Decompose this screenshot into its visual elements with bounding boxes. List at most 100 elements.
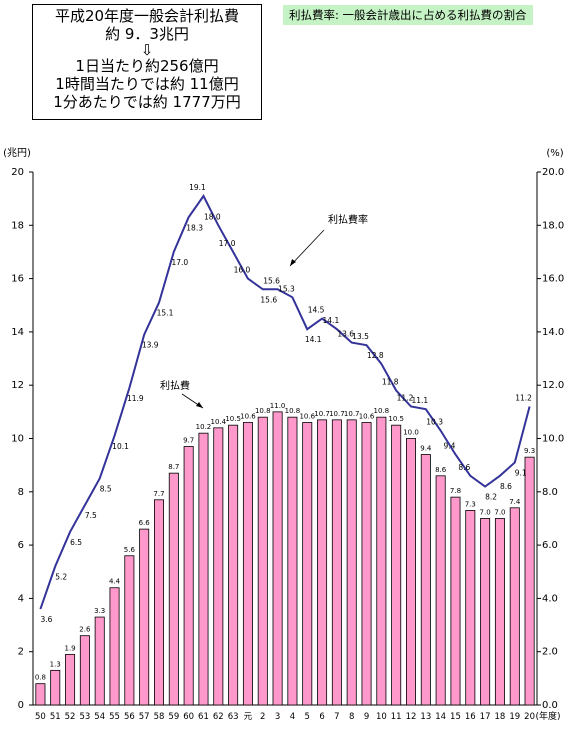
bar-value-label: 7.0 — [480, 508, 491, 516]
bar — [257, 416, 268, 706]
bar-value-label: 10.5 — [225, 415, 241, 423]
bar-value-label: 9.4 — [420, 444, 432, 452]
bar — [79, 635, 90, 706]
left-tick-label: 4 — [18, 593, 24, 604]
bar — [109, 587, 120, 706]
bar — [346, 419, 357, 706]
bar-series-label: 利払費 — [160, 379, 190, 392]
line-value-label: 14.1 — [305, 335, 322, 344]
down-arrow-icon: ⇩ — [140, 41, 154, 59]
bar-series-pointer-head — [196, 402, 203, 408]
bar — [317, 419, 328, 706]
line-value-label: 11.2 — [397, 394, 414, 403]
bar-value-label: 9.3 — [524, 447, 535, 455]
line-value-label: 11.8 — [382, 378, 399, 387]
x-tick-label: 50 — [35, 712, 46, 722]
ratio-definition-note: 利払費率: 一般会計歳出に占める利払費の割合 — [283, 5, 533, 25]
x-tick-label: 9 — [364, 712, 369, 722]
line-value-label: 8.2 — [485, 492, 497, 501]
x-tick-label: 61 — [198, 712, 209, 722]
line-value-label: 16.0 — [234, 266, 251, 275]
x-tick-label: 51 — [50, 712, 61, 722]
x-tick-label: 58 — [154, 712, 165, 722]
ratio-line — [39, 194, 531, 610]
line-value-label: 18.3 — [186, 223, 203, 232]
bar-value-label: 10.8 — [285, 407, 301, 415]
x-tick-label: 53 — [79, 712, 90, 722]
line-value-label: 13.6 — [337, 330, 354, 339]
bar — [465, 510, 476, 706]
summary-box: 平成20年度一般会計利払費 約 9．3兆円 ⇩ 1日当たり約256億円 1時間当… — [32, 4, 262, 120]
bar-value-label: 10.6 — [299, 413, 315, 421]
line-series-label: 利払費率 — [328, 213, 368, 226]
bar-value-label: 1.3 — [50, 660, 61, 668]
bar-value-label: 0.8 — [35, 674, 46, 682]
bar-value-label: 7.0 — [494, 508, 505, 516]
right-tick-label: 16.0 — [542, 274, 564, 285]
x-tick-label: 4 — [290, 712, 295, 722]
bar-value-label: 10.6 — [359, 413, 375, 421]
bar — [94, 616, 105, 706]
x-tick-label: 52 — [65, 712, 76, 722]
bar — [420, 454, 431, 706]
bar-value-label: 6.6 — [139, 519, 151, 527]
line-value-label: 8.6 — [500, 482, 512, 491]
bar-value-label: 7.8 — [450, 487, 461, 495]
bar-value-label: 11.0 — [270, 402, 286, 410]
summary-per-day: 1日当たり約256億円 — [75, 57, 219, 75]
bar — [65, 653, 76, 706]
x-tick-label: 17 — [480, 712, 491, 722]
left-tick-label: 16 — [11, 274, 24, 285]
right-tick-label: 0.0 — [542, 700, 558, 711]
left-tick-label: 20 — [11, 167, 24, 178]
line-value-label: 7.5 — [85, 511, 97, 520]
x-tick-label: 5 — [305, 712, 310, 722]
bar-value-label: 7.3 — [465, 500, 476, 508]
x-tick-label: 13 — [420, 712, 431, 722]
left-tick-label: 2 — [18, 647, 24, 658]
line-value-label: 9.4 — [444, 441, 456, 450]
x-tick-label: 7 — [334, 712, 339, 722]
line-series-pointer-head — [290, 259, 296, 266]
x-tick-label: 15 — [450, 712, 461, 722]
bar — [435, 475, 446, 706]
line-value-label: 17.0 — [171, 258, 188, 267]
bar — [213, 427, 224, 706]
x-tick-label: 20 — [524, 712, 535, 722]
bar-value-label: 10.7 — [314, 410, 330, 418]
bar-value-label: 9.7 — [183, 436, 194, 444]
bar-value-label: 10.2 — [196, 423, 212, 431]
x-axis-unit: (年度) — [535, 710, 560, 722]
bar — [35, 683, 46, 706]
line-value-label: 11.9 — [127, 394, 144, 403]
bar — [524, 456, 535, 706]
line-value-label: 15.6 — [263, 276, 280, 285]
line-value-label: 12.8 — [367, 351, 384, 360]
bar-value-label: 7.7 — [153, 490, 164, 498]
bar — [183, 446, 194, 706]
left-tick-label: 14 — [11, 327, 24, 338]
line-value-label: 15.6 — [260, 295, 277, 304]
bar — [154, 499, 164, 706]
line-value-label: 15.3 — [278, 284, 295, 293]
line-value-label: 11.2 — [515, 394, 532, 403]
x-tick-label: 54 — [94, 712, 105, 722]
summary-per-minute: 1分あたりでは約 1777万円 — [53, 93, 241, 111]
x-tick-label: 55 — [109, 712, 120, 722]
bar — [361, 422, 372, 706]
line-value-label: 17.0 — [219, 239, 236, 248]
x-tick-label: 62 — [213, 712, 224, 722]
left-tick-label: 6 — [18, 540, 24, 551]
bar-value-label: 10.6 — [240, 413, 256, 421]
line-value-label: 3.6 — [40, 615, 52, 624]
bar-value-label: 10.7 — [344, 410, 360, 418]
left-tick-label: 8 — [18, 487, 24, 498]
bar-value-label: 10.0 — [403, 429, 419, 437]
bar-value-label: 5.6 — [124, 546, 136, 554]
line-value-label: 15.1 — [157, 309, 174, 318]
line-value-label: 13.5 — [352, 332, 369, 341]
bar — [376, 416, 387, 706]
bar-value-label: 10.5 — [388, 415, 404, 423]
x-tick-label: 11 — [391, 712, 402, 722]
